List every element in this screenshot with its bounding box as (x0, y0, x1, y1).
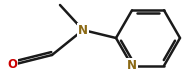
Text: O: O (7, 58, 17, 72)
Text: N: N (127, 59, 137, 72)
Text: N: N (78, 23, 88, 37)
